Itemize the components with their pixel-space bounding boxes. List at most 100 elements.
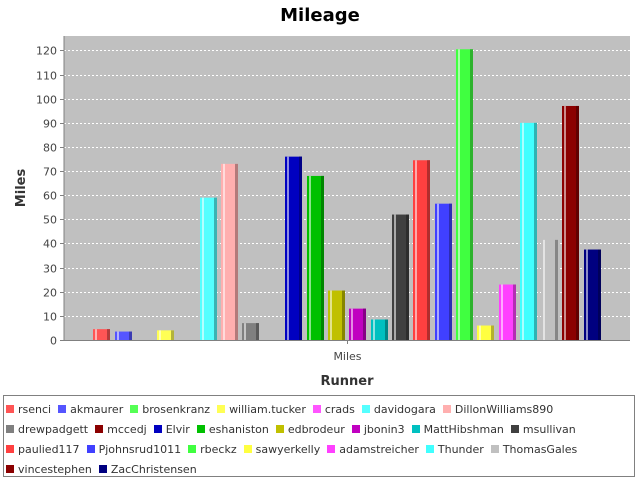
legend-item: edbrodeur [275, 419, 345, 439]
legend-swatch [312, 405, 321, 413]
y-tick-label: 120 [36, 45, 57, 58]
legend-label: msullivan [522, 422, 576, 436]
bar-highlight [437, 203, 439, 340]
bar-davidogara [200, 197, 217, 340]
bar-highlight [159, 330, 161, 340]
bar-thunder [520, 122, 537, 340]
y-axis-label: Miles [14, 169, 29, 208]
legend-swatch [58, 405, 67, 413]
bar-fill [541, 239, 558, 340]
bar-shadow [107, 329, 110, 340]
bar-highlight [415, 160, 417, 340]
bar-highlight [309, 175, 311, 340]
legend-swatch [411, 425, 420, 433]
legend-item: drewpadgett [6, 419, 88, 439]
bar-paulied117 [413, 160, 430, 340]
legend: rsenci akmaurer brosenkranz william.tucker c… [3, 395, 635, 477]
legend-label: Thunder [437, 442, 484, 456]
legend-item: Thunder [425, 439, 484, 459]
bar-rsenci [93, 329, 110, 340]
bar-highlight [287, 156, 289, 340]
x-tick-label: Miles [333, 350, 361, 363]
bar-highlight [501, 284, 503, 340]
legend-label: edbrodeur [287, 422, 345, 436]
y-tick-label: 0 [50, 335, 57, 348]
bar-fill [520, 122, 537, 340]
bar-jbonin3 [349, 308, 366, 340]
bar-rbeckz [456, 49, 473, 341]
legend-label: rsenci [18, 402, 52, 416]
bar-shadow [342, 290, 345, 340]
bar-highlight [479, 325, 481, 340]
bar-fill [435, 203, 452, 340]
legend-swatch [490, 445, 499, 453]
legend-item: MattHibshman [411, 419, 504, 439]
bar-shadow [363, 308, 366, 340]
bar-highlight [586, 249, 588, 340]
legend-swatch [510, 425, 519, 433]
bar-fill [221, 163, 238, 340]
legend-item: Elvir [153, 419, 190, 439]
legend-item: akmaurer [58, 399, 123, 419]
bar-highlight [117, 331, 119, 340]
bar-highlight [373, 319, 375, 340]
bar-fill [349, 308, 366, 340]
y-tick-label: 100 [36, 94, 57, 107]
bar-william-tucker [157, 330, 174, 340]
bar-shadow [321, 175, 324, 340]
y-tick-label: 10 [43, 311, 57, 324]
y-axis: 0 10 20 30 40 50 60 70 80 90 100 110 120 [36, 36, 65, 348]
legend-label: Elvir [165, 422, 190, 436]
bar-shadow [470, 49, 473, 341]
legend-swatch [130, 405, 139, 413]
bar-thomasgales [541, 239, 558, 340]
bar-highlight [543, 239, 545, 340]
legend-item: eshaniston [196, 419, 269, 439]
legend-swatch [425, 445, 434, 453]
chart-title: Mileage [280, 5, 360, 26]
bar-fill [413, 160, 430, 340]
bar-edbrodeur [328, 290, 345, 340]
bar-akmaurer [115, 331, 132, 340]
bar-sawyerkelly [477, 325, 494, 340]
bar-shadow [449, 203, 452, 340]
bar-msullivan [392, 214, 409, 340]
legend-item: jbonin3 [351, 419, 405, 439]
bar-shadow [598, 249, 601, 340]
bar-fill [285, 156, 302, 340]
legend-swatch [188, 445, 197, 453]
bar-shadow [576, 105, 579, 340]
legend-swatch [275, 425, 284, 433]
legend-item: sawyerkelly [243, 439, 320, 459]
legend-item: msullivan [510, 419, 576, 439]
legend-swatch [95, 425, 104, 433]
legend-item: Pjohnsrud1011 [86, 439, 182, 459]
bar-highlight [202, 197, 204, 340]
bars [93, 49, 601, 341]
bar-fill [242, 323, 259, 340]
bar-zacchristensen [584, 249, 601, 340]
legend-item: rsenci [6, 399, 51, 419]
bar-highlight [458, 49, 460, 341]
y-tick-label: 60 [43, 190, 57, 203]
bar-fill [562, 105, 579, 340]
bar-shadow [235, 163, 238, 340]
legend-label: rbeckz [200, 442, 237, 456]
y-tick-label: 50 [43, 214, 57, 227]
legend-item: DillonWilliams890 [442, 399, 553, 419]
bar-highlight [223, 163, 225, 340]
legend-label: Pjohnsrud1011 [98, 442, 182, 456]
legend-label: mccedj [107, 422, 147, 436]
legend-swatch [6, 465, 14, 473]
y-tick-label: 20 [43, 287, 57, 300]
y-tick-label: 30 [43, 263, 57, 276]
bar-shadow [256, 323, 259, 340]
legend-swatch [351, 425, 360, 433]
bar-fill [392, 214, 409, 340]
legend-item: william.tucker [217, 399, 306, 419]
bar-matthibshman [371, 319, 388, 340]
x-axis: Miles [333, 340, 362, 363]
bar-shadow [427, 160, 430, 340]
legend-item: paulied117 [6, 439, 80, 459]
legend-swatch [6, 425, 14, 433]
